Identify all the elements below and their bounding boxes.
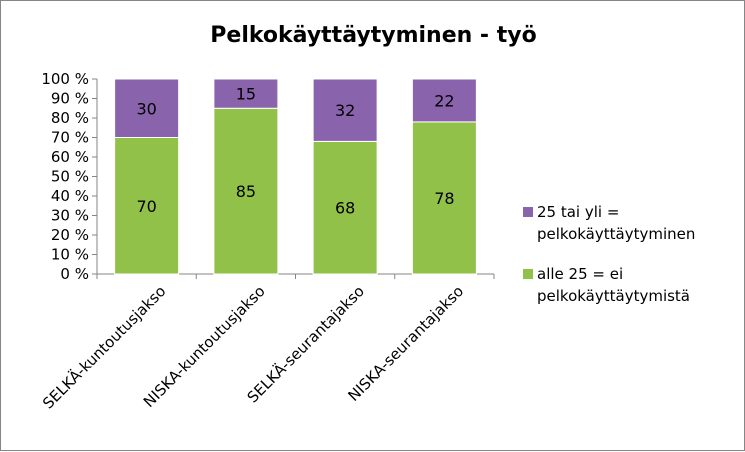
legend-item-pelkokayttaytyminen: 25 tai yli = pelkokäyttäytyminen — [523, 201, 743, 245]
data-label: 32 — [335, 101, 355, 120]
legend-label-line2: pelkokäyttäytymistä — [537, 287, 690, 305]
y-tick-label: 90 % — [51, 90, 89, 108]
bar-segment — [114, 78, 180, 138]
y-tick-label: 20 % — [51, 226, 89, 244]
data-label: 78 — [434, 189, 454, 208]
legend-swatch-purple — [523, 207, 533, 217]
legend: 25 tai yli = pelkokäyttäytyminen alle 25… — [523, 201, 743, 325]
bar-segment — [411, 78, 477, 123]
bar-segment — [213, 107, 279, 275]
y-tick-label: 30 % — [51, 207, 89, 225]
x-category-label: NISKA-seurantajakso — [344, 282, 467, 405]
data-label: 68 — [335, 199, 355, 218]
legend-label-line2: pelkokäyttäytyminen — [537, 225, 696, 243]
y-tick-label: 100 % — [41, 70, 89, 88]
chart-title: Pelkokäyttäytyminen - työ — [210, 23, 537, 48]
y-tick-label: 10 % — [51, 246, 89, 264]
bar-segment — [312, 140, 378, 275]
bar-segment — [411, 121, 477, 275]
legend-label-line1: alle 25 = ei — [537, 265, 624, 283]
legend-swatch-green — [523, 269, 533, 279]
legend-label-line1: 25 tai yli = — [537, 203, 620, 221]
bar-segment — [312, 78, 378, 142]
y-tick-label: 40 % — [51, 187, 89, 205]
data-label: 85 — [236, 182, 256, 201]
bar-segment — [114, 137, 180, 275]
y-tick-label: 60 % — [51, 148, 89, 166]
y-tick-label: 70 % — [51, 129, 89, 147]
y-tick-label: 0 % — [60, 265, 89, 283]
data-label: 15 — [236, 85, 256, 104]
legend-item-ei-pelkokayttaytymista: alle 25 = ei pelkokäyttäytymistä — [523, 263, 743, 307]
y-tick-label: 50 % — [51, 168, 89, 186]
bar-segment — [213, 78, 279, 109]
y-tick-label: 80 % — [51, 109, 89, 127]
data-label: 22 — [434, 91, 454, 110]
data-label: 70 — [136, 197, 156, 216]
data-label: 30 — [136, 99, 156, 118]
